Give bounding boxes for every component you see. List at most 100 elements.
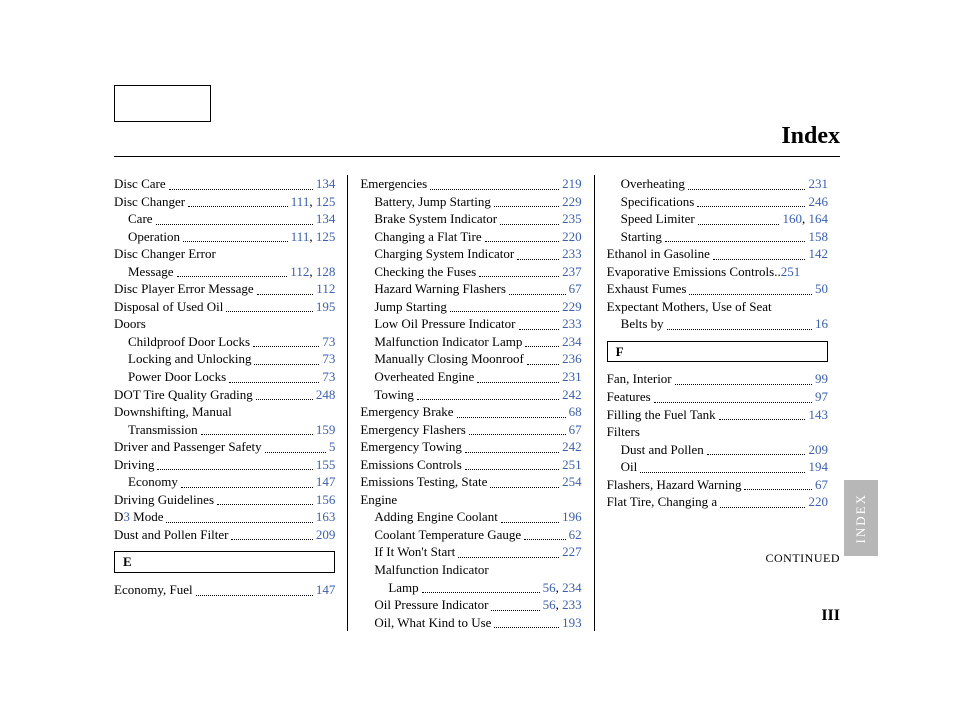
page-link[interactable]: 246 xyxy=(808,194,828,209)
page-link[interactable]: 236 xyxy=(562,351,582,366)
index-entry-label: Disc Changer Error xyxy=(114,245,216,263)
page-link[interactable]: 147 xyxy=(316,582,336,597)
page-link[interactable]: 234 xyxy=(562,580,582,595)
page-link[interactable]: 147 xyxy=(316,474,336,489)
index-entry: Towing 242 xyxy=(360,386,581,404)
page-number: III xyxy=(821,607,840,625)
page-link[interactable]: 5 xyxy=(329,439,336,454)
page-link[interactable]: 56 xyxy=(543,580,556,595)
index-entry: Jump Starting229 xyxy=(360,298,581,316)
page-link[interactable]: 248 xyxy=(316,387,336,402)
index-entry: Belts by16 xyxy=(607,315,828,333)
page-link[interactable]: 235 xyxy=(562,211,582,226)
page-link[interactable]: 220 xyxy=(562,229,582,244)
page-link[interactable]: 251 xyxy=(562,457,582,472)
page-link[interactable]: 209 xyxy=(808,442,828,457)
index-entry: Disc Player Error Message112 xyxy=(114,280,335,298)
index-entry: Overheating231 xyxy=(607,175,828,193)
page-link[interactable]: 67 xyxy=(569,281,582,296)
page-link[interactable]: 163 xyxy=(316,509,336,524)
page-link[interactable]: 220 xyxy=(808,494,828,509)
index-entry: Filling the Fuel Tank143 xyxy=(607,406,828,424)
page-link[interactable]: 193 xyxy=(562,615,582,630)
page-link[interactable]: 16 xyxy=(815,316,828,331)
page-link[interactable]: 209 xyxy=(316,527,336,542)
page-link[interactable]: 231 xyxy=(562,369,582,384)
page-link[interactable]: 97 xyxy=(815,389,828,404)
page-link[interactable]: 111 xyxy=(291,229,310,244)
page-link[interactable]: 251 xyxy=(781,264,801,279)
index-entry-pages: 5 xyxy=(329,438,336,456)
page-link[interactable]: 112 xyxy=(316,281,335,296)
page-link[interactable]: 237 xyxy=(562,264,582,279)
page-link[interactable]: 233 xyxy=(562,597,582,612)
page-link[interactable]: 142 xyxy=(808,246,828,261)
page-link[interactable]: 227 xyxy=(562,544,582,559)
index-entry-pages: 156 xyxy=(316,491,336,509)
leader-dots xyxy=(494,617,559,628)
leader-dots xyxy=(256,389,313,400)
page-link[interactable]: 67 xyxy=(569,422,582,437)
leader-dots xyxy=(719,409,806,420)
page-link[interactable]: 155 xyxy=(316,457,336,472)
index-entry-pages: 111, 125 xyxy=(291,228,336,246)
page-link[interactable]: 219 xyxy=(562,176,582,191)
page-link[interactable]: 254 xyxy=(562,474,582,489)
index-entry: Coolant Temperature Gauge62 xyxy=(360,526,581,544)
page-link[interactable]: 73 xyxy=(322,369,335,384)
index-entry-label: Towing xyxy=(360,386,414,404)
page-link[interactable]: 134 xyxy=(316,211,336,226)
page-link[interactable]: 67 xyxy=(815,477,828,492)
page-link[interactable]: 73 xyxy=(322,334,335,349)
page-link[interactable]: 194 xyxy=(808,459,828,474)
page-title: Index xyxy=(114,123,840,157)
leader-dots xyxy=(181,477,313,488)
leader-dots xyxy=(458,547,559,558)
page-link[interactable]: 125 xyxy=(316,194,336,209)
leader-dots xyxy=(744,480,812,491)
page-link[interactable]: 229 xyxy=(562,299,582,314)
page-link[interactable]: 128 xyxy=(316,264,336,279)
page-link[interactable]: 242 xyxy=(562,439,582,454)
page-link[interactable]: 195 xyxy=(316,299,336,314)
page-link[interactable]: 233 xyxy=(562,316,582,331)
index-entry-label: Malfunction Indicator xyxy=(360,561,488,579)
leader-dots xyxy=(500,214,559,225)
index-entry-pages: 196 xyxy=(562,508,582,526)
page-link[interactable]: 125 xyxy=(316,229,336,244)
page-link[interactable]: 112 xyxy=(290,264,309,279)
index-entry-pages: 235 xyxy=(562,210,582,228)
page-link[interactable]: 242 xyxy=(562,387,582,402)
index-entry-pages: 227 xyxy=(562,543,582,561)
page-link[interactable]: 231 xyxy=(808,176,828,191)
leader-dots xyxy=(177,267,288,278)
page-link[interactable]: 73 xyxy=(322,351,335,366)
page-link[interactable]: 156 xyxy=(316,492,336,507)
page-link[interactable]: 164 xyxy=(808,211,828,226)
page-link[interactable]: 158 xyxy=(808,229,828,244)
page-link[interactable]: 50 xyxy=(815,281,828,296)
index-column-1: Disc Care134Disc Changer111, 125Care134O… xyxy=(114,175,347,631)
page-link[interactable]: 159 xyxy=(316,422,336,437)
page-link[interactable]: 196 xyxy=(562,509,582,524)
leader-dots xyxy=(491,600,539,611)
page-link[interactable]: 229 xyxy=(562,194,582,209)
page-link[interactable]: 68 xyxy=(569,404,582,419)
page-link[interactable]: 62 xyxy=(569,527,582,542)
page-link[interactable]: 99 xyxy=(815,371,828,386)
page-link[interactable]: 56 xyxy=(543,597,556,612)
page-link[interactable]: 111 xyxy=(291,194,310,209)
page-link[interactable]: 233 xyxy=(562,246,582,261)
page-link[interactable]: 234 xyxy=(562,334,582,349)
page-link[interactable]: 134 xyxy=(316,176,336,191)
index-entry-pages: 246 xyxy=(808,193,828,211)
leader-dots xyxy=(226,302,312,313)
page-link[interactable]: 160 xyxy=(782,211,802,226)
index-entry-pages: 236 xyxy=(562,350,582,368)
index-entry-label: Disc Care xyxy=(114,175,166,193)
index-entry-label: Emergencies xyxy=(360,175,427,193)
blank-inset-box xyxy=(114,85,211,122)
index-entry-pages: 251 xyxy=(562,456,582,474)
page-link[interactable]: 143 xyxy=(808,407,828,422)
index-entry: Emergency Towing242 xyxy=(360,438,581,456)
